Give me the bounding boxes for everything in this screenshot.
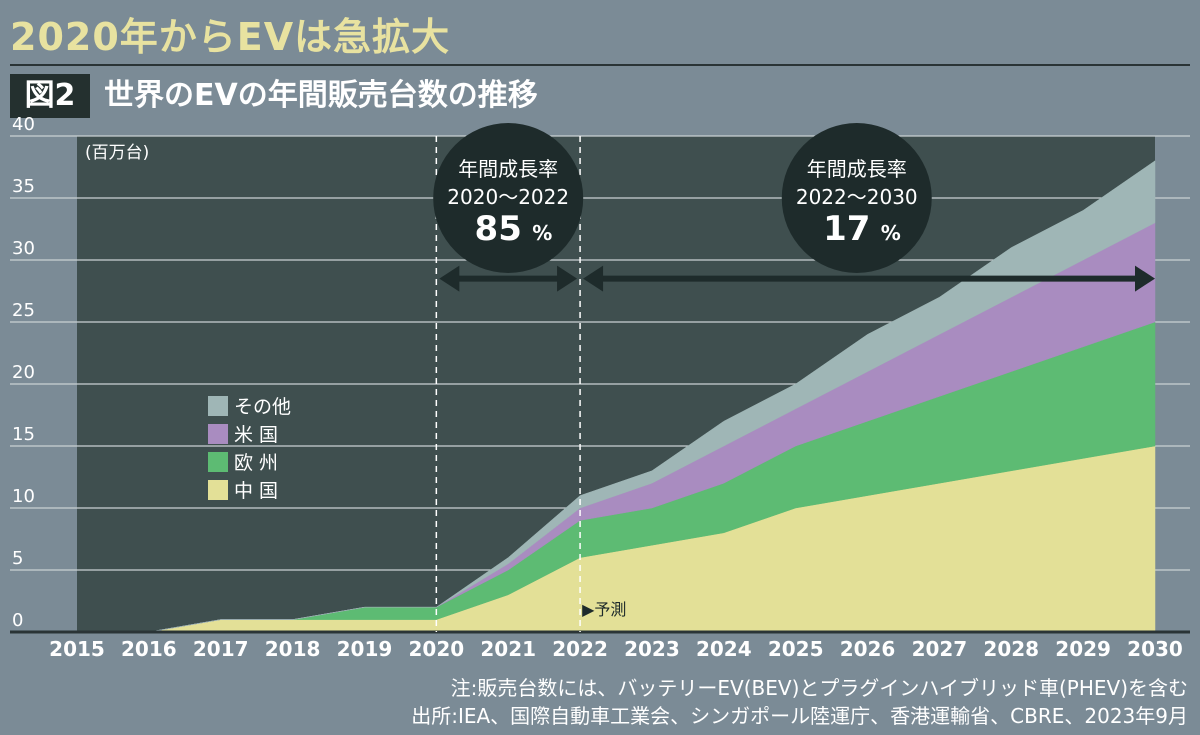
x-tick-label: 2020 <box>408 637 464 661</box>
growth-period-1: 2022〜2030 <box>796 185 918 209</box>
y-tick-label: 35 <box>12 176 35 197</box>
legend-label-other: その他 <box>234 396 291 418</box>
x-tick-label: 2028 <box>983 637 1039 661</box>
legend-label-us: 米 国 <box>234 424 278 446</box>
forecast-label: ▶予測 <box>582 600 626 619</box>
y-tick-label: 40 <box>12 114 35 135</box>
y-tick-label: 0 <box>12 610 23 631</box>
headline: 2020年からEVは急拡大 <box>10 15 451 59</box>
legend-label-china: 中 国 <box>234 480 278 502</box>
x-tick-label: 2022 <box>552 637 608 661</box>
x-tick-label: 2023 <box>624 637 680 661</box>
y-tick-label: 10 <box>12 486 35 507</box>
growth-title-0: 年間成長率 <box>458 157 558 181</box>
legend-label-europe: 欧 州 <box>234 452 278 474</box>
title-divider <box>10 64 1190 66</box>
figure-title: 世界のEVの年間販売台数の推移 <box>104 78 538 113</box>
legend-swatch-europe <box>208 452 228 472</box>
growth-rate-1: 17 <box>823 209 870 249</box>
growth-arrow-1-head-left <box>583 265 604 292</box>
chart-note: 注:販売台数には、バッテリーEV(BEV)とプラグインハイブリッド車(PHEV)… <box>450 676 1188 700</box>
growth-arrow-0-head-right <box>557 265 578 292</box>
growth-rate-unit-0: % <box>532 221 552 245</box>
x-tick-label: 2024 <box>696 637 752 661</box>
growth-rate-unit-1: % <box>881 221 901 245</box>
growth-arrow-0-head-left <box>439 265 460 292</box>
growth-arrow-1-head-right <box>1135 265 1155 292</box>
growth-period-0: 2020〜2022 <box>447 185 569 209</box>
figure-label: 図2 <box>10 74 90 118</box>
x-tick-label: 2019 <box>337 637 393 661</box>
legend-swatch-china <box>208 480 228 500</box>
x-tick-label: 2015 <box>49 637 105 661</box>
x-tick-label: 2018 <box>265 637 321 661</box>
x-tick-label: 2021 <box>480 637 536 661</box>
y-tick-label: 20 <box>12 362 35 383</box>
area-series-other <box>77 160 1156 633</box>
y-tick-label: 25 <box>12 300 35 321</box>
x-tick-label: 2016 <box>121 637 177 661</box>
legend-swatch-other <box>208 396 228 416</box>
y-tick-label: 15 <box>12 424 35 445</box>
x-tick-label: 2017 <box>193 637 249 661</box>
y-tick-label: 5 <box>12 548 23 569</box>
growth-title-1: 年間成長率 <box>807 157 907 181</box>
growth-circle-0 <box>433 123 584 273</box>
legend-swatch-us <box>208 424 228 444</box>
growth-circle-1 <box>781 123 932 273</box>
x-tick-label: 2027 <box>912 637 968 661</box>
x-tick-label: 2025 <box>768 637 824 661</box>
y-unit-label: (百万台) <box>85 143 149 163</box>
growth-rate-0: 85 <box>475 209 522 249</box>
chart-source: 出所:IEA、国際自動車工業会、シンガポール陸運庁、香港運輸省、CBRE、202… <box>411 704 1188 728</box>
y-tick-label: 30 <box>12 238 35 259</box>
x-tick-label: 2030 <box>1127 637 1183 661</box>
x-tick-label: 2026 <box>840 637 896 661</box>
x-tick-label: 2029 <box>1055 637 1111 661</box>
